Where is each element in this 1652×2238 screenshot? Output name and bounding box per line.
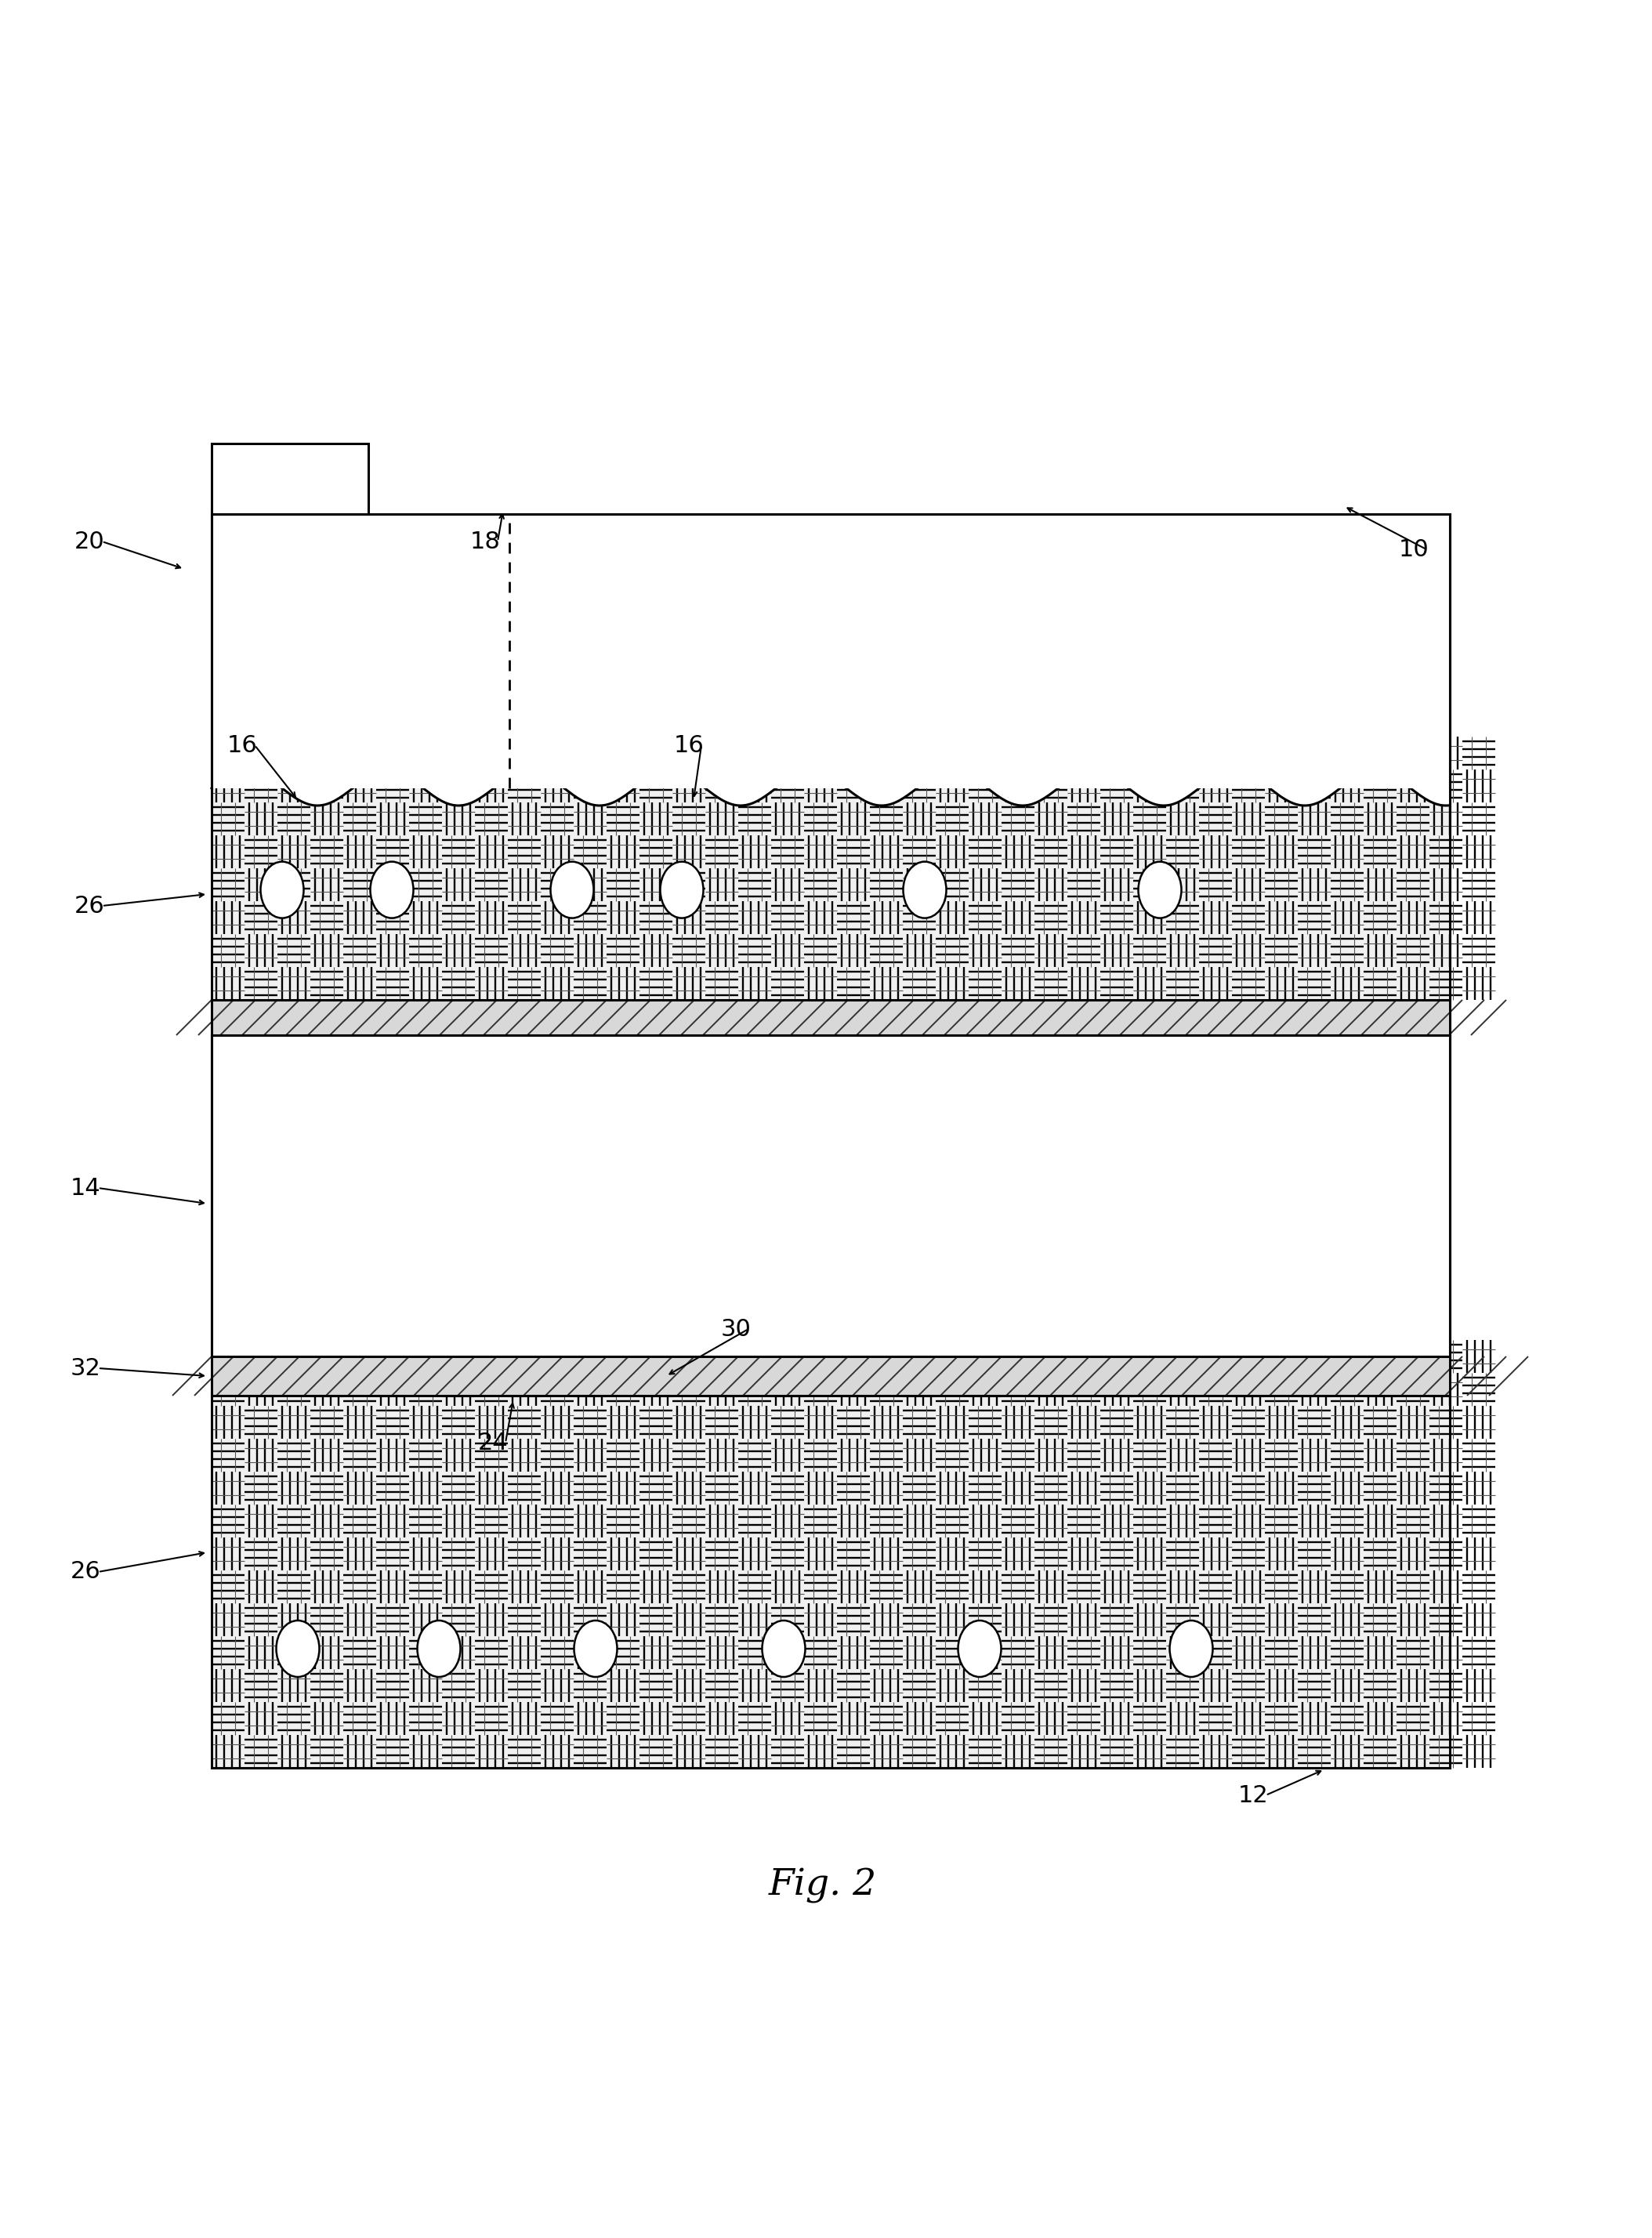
Text: 18: 18	[471, 530, 501, 553]
Bar	[211, 1397, 1450, 1768]
Bar	[211, 1000, 1450, 1036]
Text: 10: 10	[1399, 537, 1429, 562]
Text: 16: 16	[228, 734, 258, 756]
Bar	[211, 788, 1450, 1000]
Ellipse shape	[550, 862, 593, 918]
Bar	[211, 1036, 1450, 1356]
Text: 16: 16	[674, 734, 704, 756]
Polygon shape	[211, 515, 1450, 806]
Ellipse shape	[370, 862, 413, 918]
Text: 14: 14	[71, 1177, 101, 1200]
Bar	[211, 1000, 1450, 1036]
Ellipse shape	[261, 862, 304, 918]
Bar	[211, 1356, 1450, 1397]
Text: 12: 12	[1239, 1784, 1269, 1806]
Ellipse shape	[661, 862, 704, 918]
Ellipse shape	[276, 1620, 319, 1676]
Ellipse shape	[958, 1620, 1001, 1676]
Bar	[211, 515, 1450, 1768]
Text: 26: 26	[71, 1560, 101, 1582]
Text: Fig. 2: Fig. 2	[768, 1869, 877, 1902]
Ellipse shape	[1170, 1620, 1213, 1676]
Bar	[211, 1356, 1450, 1397]
Text: 20: 20	[74, 530, 104, 553]
Bar	[211, 1397, 1450, 1768]
Bar	[211, 788, 1450, 1000]
Text: 24: 24	[477, 1432, 509, 1455]
Ellipse shape	[1138, 862, 1181, 918]
Text: 26: 26	[74, 895, 104, 918]
Text: 32: 32	[71, 1356, 101, 1379]
Ellipse shape	[573, 1620, 618, 1676]
Text: 30: 30	[720, 1318, 752, 1341]
Ellipse shape	[418, 1620, 461, 1676]
Ellipse shape	[904, 862, 947, 918]
Ellipse shape	[762, 1620, 805, 1676]
Bar	[211, 515, 1450, 1768]
Bar	[211, 515, 1450, 788]
Bar	[211, 443, 368, 515]
